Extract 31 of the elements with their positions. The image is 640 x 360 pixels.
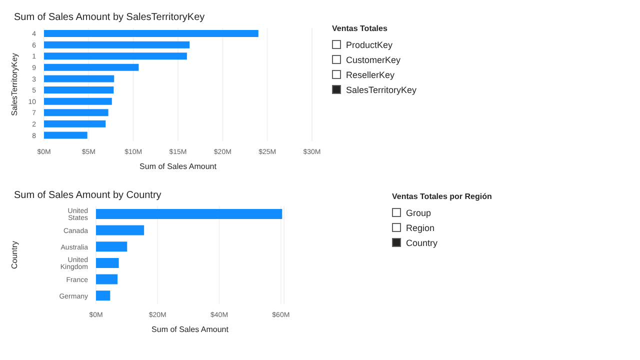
bar [96,225,144,236]
y-axis-title: SalesTerritoryKey [10,53,19,116]
text: Ventas Totales [332,24,388,33]
bar [44,30,258,38]
bar [44,120,106,128]
bar [96,208,282,219]
y-axis-title: Country [10,240,19,270]
category-label: Country [406,238,438,248]
category-label: ProductKey [346,40,393,50]
chart-title: Sum of Sales Amount by SalesTerritoryKey [13,11,206,25]
bar [44,98,112,105]
bar [44,132,88,139]
x-axis-title: Sum of Sales Amount [152,325,230,334]
bar [44,75,114,82]
chart-title: Sum of Sales Amount by Country [13,189,162,203]
text: Ventas Totales por Región [392,192,493,201]
x-axis-title: Sum of Sales Amount [140,162,218,171]
bar [96,274,118,284]
bar [96,290,110,301]
bar [44,109,108,116]
bar [44,86,114,94]
bar [44,64,139,71]
bar [96,258,119,268]
category-label: SalesTerritoryKey [346,84,417,94]
category-label: CustomerKey [346,54,401,64]
bar [44,52,187,60]
bar [44,41,190,48]
category-label: ResellerKey [346,70,395,80]
category-label: Group [406,208,432,218]
bar [96,242,128,252]
category-label: Region [406,222,435,232]
